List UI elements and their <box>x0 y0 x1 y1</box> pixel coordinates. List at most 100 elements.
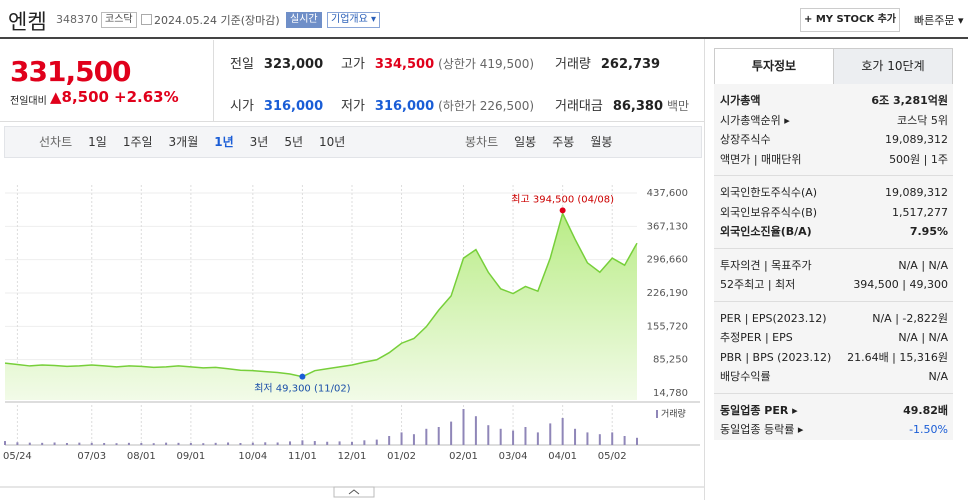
collapse-button[interactable] <box>333 486 375 498</box>
info-separator <box>714 392 953 394</box>
info-value: 19,089,312 <box>885 186 948 199</box>
rule <box>0 121 704 122</box>
info-row: 추정PER | EPS N/A | N/A <box>720 329 948 347</box>
summary-label: 거래량 <box>555 57 591 72</box>
volume-bar <box>326 441 329 445</box>
summary-note: 백만 <box>667 99 690 113</box>
collapse-icon <box>348 489 360 495</box>
volume-bar <box>487 425 490 445</box>
volume-legend: 거래량 <box>661 408 686 420</box>
volume-bar <box>16 442 19 445</box>
summary-label: 거래대금 <box>555 99 603 114</box>
info-value: 1,517,277 <box>892 205 948 219</box>
volume-bar <box>598 434 601 445</box>
x-tick-label: 05/24 <box>3 451 32 462</box>
date: 2024.05.24 기준(장마감) <box>154 14 280 27</box>
volume-bar <box>152 443 155 445</box>
min-label: 최저 49,300 (11/02) <box>254 383 350 395</box>
line-tabs: 선차트 1일 1주일 3개월 1년 3년 5년 10년 <box>31 127 353 157</box>
current-price: 331,500 <box>10 55 132 88</box>
candle-tab[interactable]: 일봉 <box>514 135 537 149</box>
volume-bar <box>636 437 638 445</box>
summary-item: 거래대금 86,380 백만 <box>555 95 689 114</box>
volume-bar <box>214 442 217 445</box>
info-label: 외국인소진율(B/A) <box>720 225 812 238</box>
info-label: 배당수익률 <box>720 370 771 383</box>
info-tab[interactable]: 투자정보 <box>714 48 834 85</box>
candle-tabs: 봉차트 일봉 주봉 월봉 <box>457 127 620 157</box>
y-tick-label: 437,600 <box>647 188 688 199</box>
x-tick-label: 10/04 <box>238 451 267 462</box>
volume-bar <box>115 443 118 445</box>
info-label: 시가총액 <box>720 94 761 107</box>
quick-order-button[interactable]: 빠른주문 ▾ <box>914 14 964 27</box>
info-tab[interactable]: 호가 10단계 <box>833 48 953 85</box>
volume-bar <box>177 442 180 445</box>
volume-bar <box>276 442 279 445</box>
volume-bar <box>363 440 366 445</box>
tab-title: 선차트 <box>39 135 73 149</box>
volume-bar <box>227 442 230 445</box>
volume-bar <box>574 428 577 445</box>
info-label: 외국인보유주식수(B) <box>720 205 818 219</box>
info-value: 21.64배 | 15,316원 <box>847 350 948 364</box>
period-tab[interactable]: 5년 <box>284 135 304 149</box>
tab-title: 봉차트 <box>465 135 499 149</box>
quick-order-text: 빠른주문 <box>914 14 955 27</box>
period-tab[interactable]: 3년 <box>249 135 269 149</box>
realtime-button[interactable]: 실시간 <box>286 12 322 28</box>
volume-bar <box>388 436 391 445</box>
period-tab[interactable]: 1주일 <box>122 135 153 149</box>
price-line <box>4 211 638 378</box>
period-tab[interactable]: 10년 <box>319 135 346 149</box>
info-label: 시가총액순위 ▸ <box>720 113 790 127</box>
volume-bar <box>412 434 415 445</box>
volume-bar <box>140 443 143 445</box>
info-separator <box>714 247 953 249</box>
volume-bar <box>549 423 552 445</box>
change-label: 전일대비 <box>10 96 47 107</box>
info-label: 추정PER | EPS <box>720 331 793 344</box>
period-tab[interactable]: 3개월 <box>168 135 199 149</box>
candle-tab[interactable]: 월봉 <box>590 135 613 149</box>
company-info-button[interactable]: 기업개요 ▾ <box>327 12 381 28</box>
volume-bar <box>41 442 44 445</box>
divider <box>213 40 214 122</box>
change: ▲8,500 <box>50 88 109 106</box>
volume-bar <box>462 409 465 445</box>
info-value: 19,089,312 <box>885 133 948 146</box>
y-tick-label: 85,250 <box>653 355 688 366</box>
x-tick-label: 12/01 <box>338 451 367 462</box>
info-label: 투자의견 | 목표주가 <box>720 258 812 272</box>
volume-bar <box>437 427 440 445</box>
volume-bar <box>90 442 93 445</box>
mystock-button[interactable]: + MY STOCK 추가 <box>800 8 900 32</box>
summary-value: 334,500 <box>374 57 435 72</box>
y-tick-label: 367,130 <box>647 221 688 232</box>
candle-tab[interactable]: 주봉 <box>552 135 575 149</box>
info-box <box>714 84 953 440</box>
y-tick-label: 14,780 <box>653 388 688 399</box>
max-marker <box>559 207 566 214</box>
info-row: 동일업종 PER ▸ 49.82배 <box>720 402 948 420</box>
volume-bar <box>239 443 242 445</box>
period-tab[interactable]: 1일 <box>88 135 107 149</box>
volume-bar <box>28 442 31 445</box>
summary-label: 저가 <box>341 99 365 114</box>
volume-bar <box>512 430 515 445</box>
x-tick-label: 09/01 <box>176 451 205 462</box>
info-label: 외국인한도주식수(A) <box>720 186 818 199</box>
info-row: 액면가 | 매매단위 500원 | 1주 <box>720 151 948 169</box>
info-value: N/A <box>928 370 948 383</box>
volume-bar <box>53 442 56 445</box>
period-tab[interactable]: 1년 <box>214 135 234 149</box>
info-value: N/A | N/A <box>898 258 948 272</box>
summary-value: 316,000 <box>263 99 324 114</box>
chart-tab-bar: 선차트 1일 1주일 3개월 1년 3년 5년 10년 봉차트 일봉 주봉 월봉 <box>4 126 702 158</box>
volume-bar <box>289 441 292 445</box>
summary-label: 시가 <box>230 99 254 114</box>
volume-bar <box>474 416 477 445</box>
summary-item: 시가 316,000 <box>230 95 323 114</box>
summary-note: (하한가 226,500) <box>438 99 535 113</box>
market-badge: 코스닥 <box>101 12 137 28</box>
